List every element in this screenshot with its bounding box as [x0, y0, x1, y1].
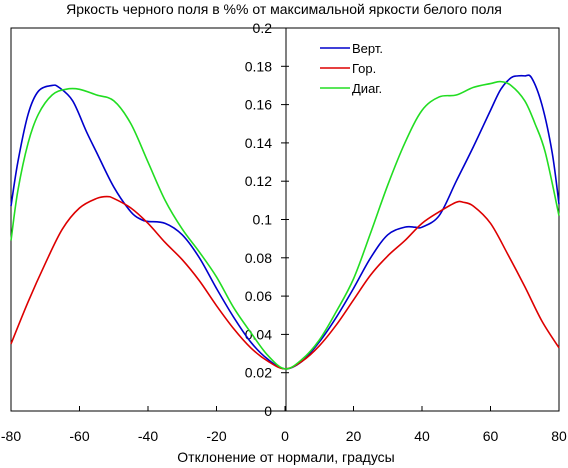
y-tick-label: 0.16: [245, 97, 272, 113]
y-tick-label: 0.04: [245, 326, 272, 342]
series-line-1: [10, 74, 560, 370]
x-tick-label: -60: [69, 428, 89, 444]
x-tick-label: -20: [206, 428, 226, 444]
series-line-3: [10, 80, 560, 370]
y-tick-label: 0.08: [245, 250, 272, 266]
x-tick-label: -40: [138, 428, 158, 444]
x-tick-label: 40: [414, 428, 430, 444]
y-axis-ticks: 0 0.02 0.04 0.06 0.08 0.1 0.12 0.14 0.16 0.18 0.2: [245, 20, 289, 419]
x-tick-label: 20: [346, 428, 362, 444]
y-tick-label: 0: [264, 403, 272, 419]
x-axis-ticks: -80 -60 -40 -20 0 20 40 60 80: [1, 406, 567, 444]
y-tick-label: 0.18: [245, 58, 272, 74]
y-tick-label: 0.2: [253, 20, 273, 36]
y-tick-label: 0.06: [245, 288, 272, 304]
y-tick-label: 0.12: [245, 173, 272, 189]
y-tick-label: 0.1: [253, 212, 273, 228]
legend-label: Диаг.: [352, 81, 382, 96]
y-tick-label: 0.14: [245, 135, 272, 151]
legend: Верт. Гор. Диаг.: [320, 41, 383, 96]
chart-title: Яркость черного поля в %% от максимально…: [66, 1, 502, 17]
x-tick-label: 60: [483, 428, 499, 444]
y-tick-label: 0.02: [245, 365, 272, 381]
series-line-2: [10, 195, 560, 370]
x-axis-label: Отклонение от нормали, градусы: [177, 449, 394, 465]
x-tick-label: 80: [551, 428, 567, 444]
series-layer: [10, 74, 560, 370]
legend-label: Верт.: [352, 41, 383, 56]
x-tick-label: 0: [281, 428, 289, 444]
x-tick-label: -80: [1, 428, 21, 444]
legend-label: Гор.: [352, 61, 376, 76]
